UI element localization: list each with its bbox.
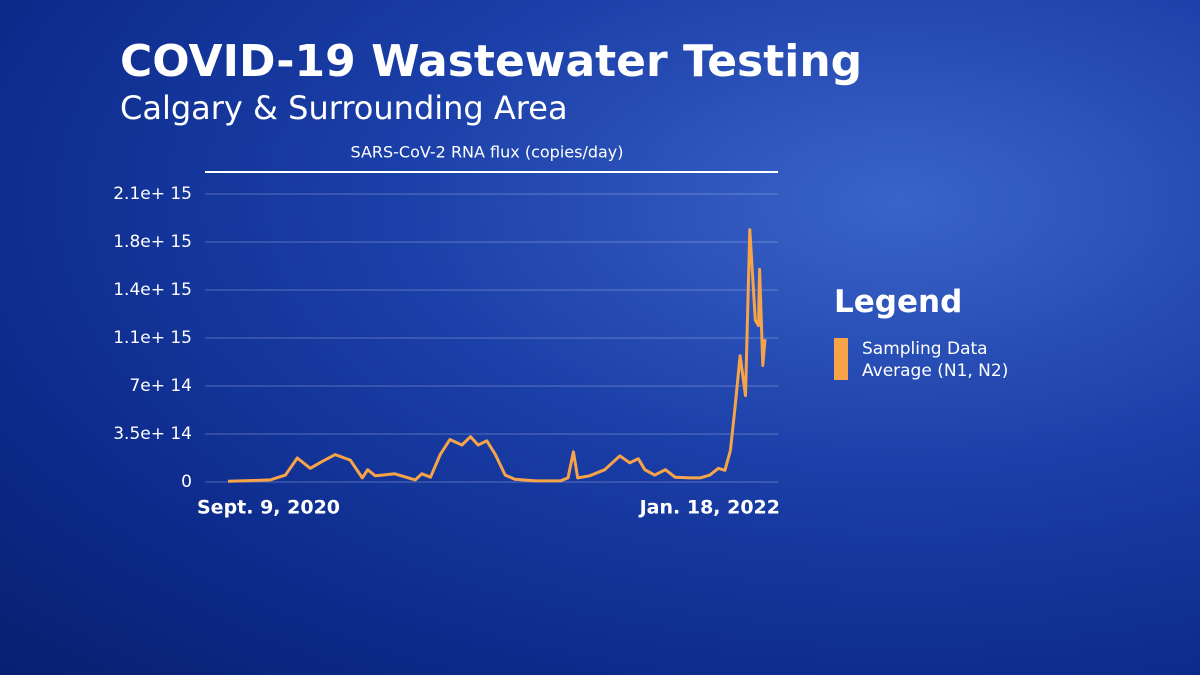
legend-entry: Sampling Data Average (N1, N2) [834, 338, 1042, 382]
x-tick-label: Jan. 18, 2022 [638, 497, 780, 519]
y-tick-label: 3.5e+ 14 [113, 424, 192, 444]
y-tick-label: 1.1e+ 15 [113, 328, 192, 348]
data-line [227, 228, 767, 483]
chart-title: COVID-19 Wastewater Testing [120, 36, 862, 87]
legend-label: Sampling Data Average (N1, N2) [862, 339, 1009, 381]
legend: Legend Sampling Data Average (N1, N2) [834, 284, 1042, 382]
y-tick-label: 7e+ 14 [129, 376, 192, 396]
y-tick-label: 0 [181, 472, 192, 492]
y-axis-title: SARS-CoV-2 RNA flux (copies/day) [350, 143, 623, 162]
legend-title: Legend [834, 284, 963, 320]
chart-subtitle: Calgary & Surrounding Area [120, 89, 568, 127]
y-tick-label: 1.4e+ 15 [113, 280, 192, 300]
legend-swatch [834, 338, 848, 380]
y-tick-label: 1.8e+ 15 [113, 232, 192, 252]
x-tick-label: Sept. 9, 2020 [197, 497, 340, 519]
y-tick-label: 2.1e+ 15 [113, 184, 192, 204]
